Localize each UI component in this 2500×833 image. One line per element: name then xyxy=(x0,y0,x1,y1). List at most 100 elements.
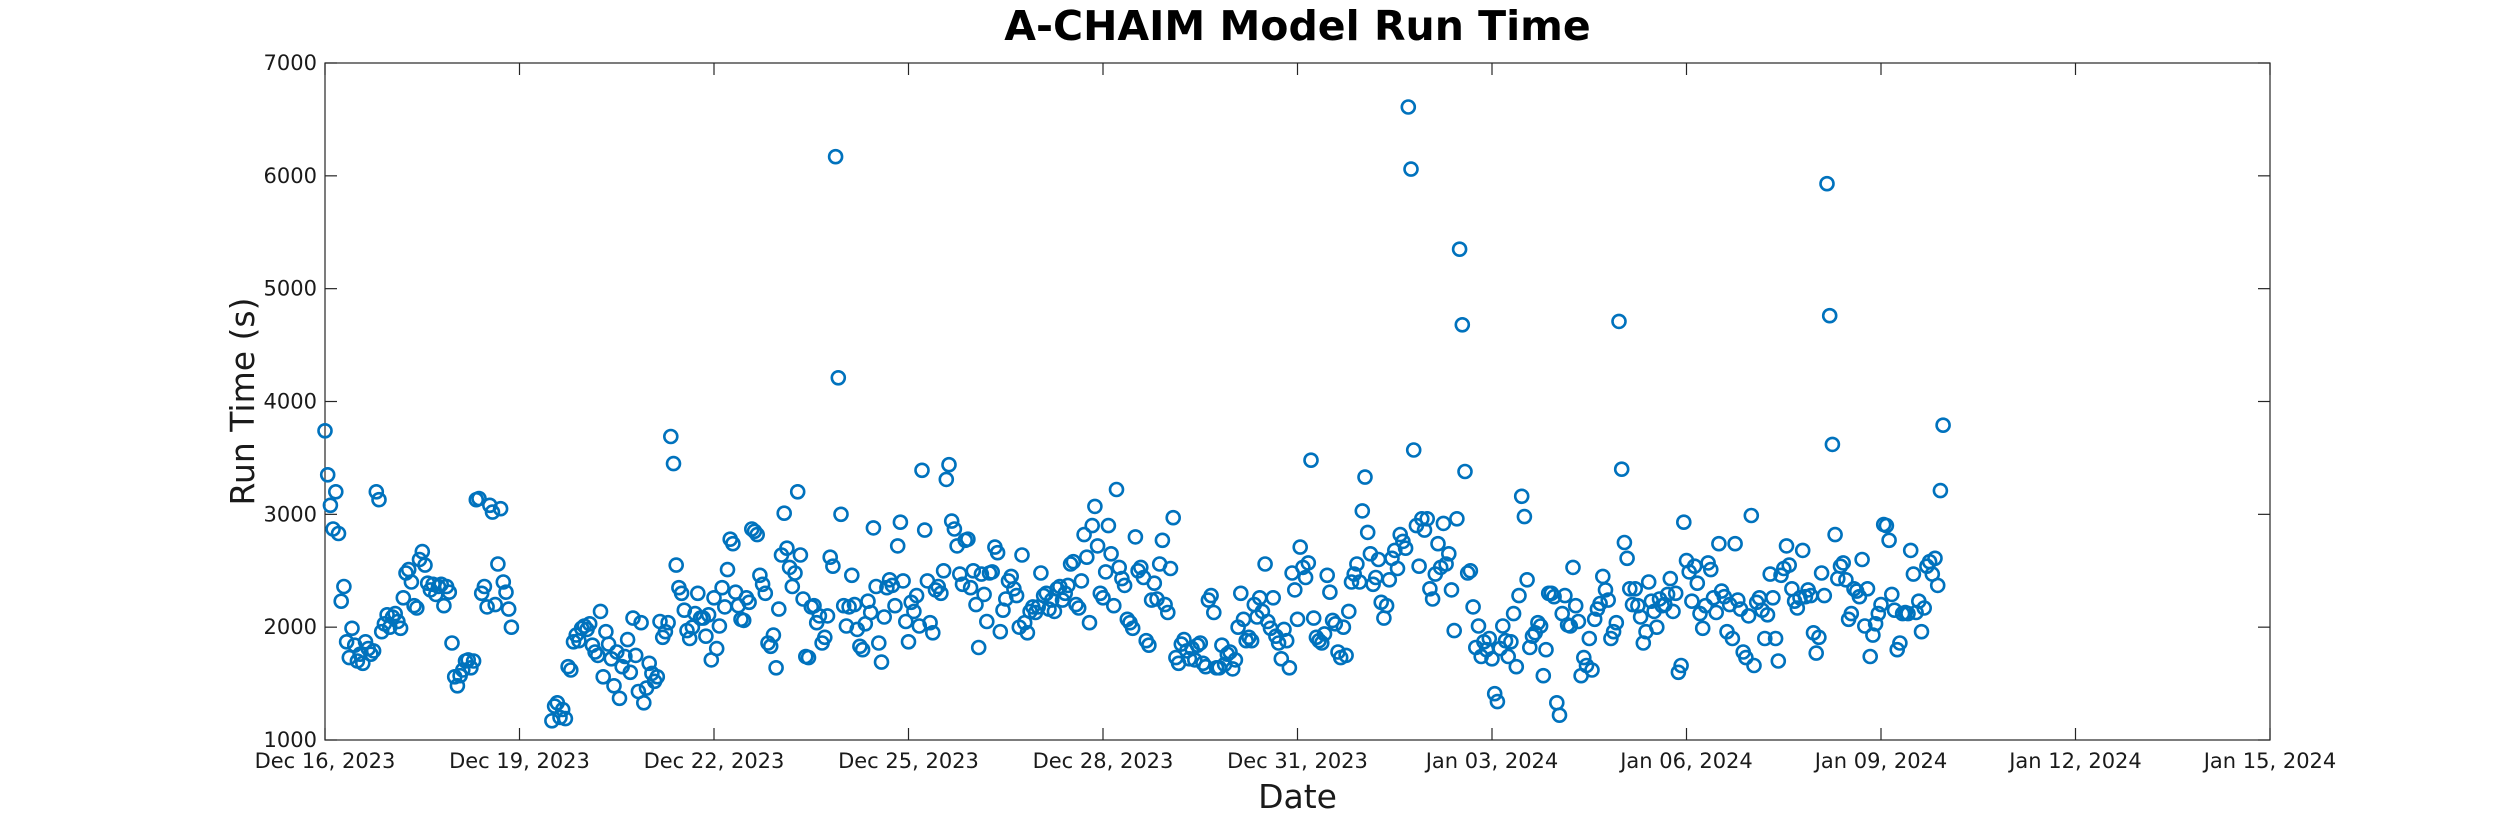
data-point xyxy=(811,608,828,624)
data-point xyxy=(1095,589,1111,606)
x-tick-label: Jan 15, 2024 xyxy=(2202,749,2337,773)
data-point xyxy=(1565,559,1581,576)
data-point xyxy=(1808,645,1824,661)
data-point xyxy=(1281,659,1298,676)
data-point xyxy=(970,639,987,656)
data-point xyxy=(787,565,803,581)
data-point xyxy=(1457,463,1473,480)
data-point xyxy=(935,562,952,579)
data-point xyxy=(1484,650,1500,667)
data-point xyxy=(1141,637,1157,654)
data-point xyxy=(363,646,379,663)
data-point xyxy=(1535,667,1552,684)
data-point xyxy=(1327,615,1344,632)
data-point xyxy=(770,601,787,617)
data-point xyxy=(1743,507,1760,524)
data-point xyxy=(1676,514,1692,531)
data-point xyxy=(1341,603,1357,620)
y-tick-label: 1000 xyxy=(264,728,317,752)
data-point xyxy=(1505,605,1522,622)
data-point xyxy=(1084,517,1100,534)
data-point xyxy=(1165,509,1181,526)
data-point xyxy=(1060,577,1076,594)
data-point xyxy=(1694,620,1711,637)
data-point xyxy=(1430,535,1446,552)
x-tick-label: Jan 06, 2024 xyxy=(1618,749,1753,773)
data-point xyxy=(1570,613,1587,630)
data-point xyxy=(1335,619,1352,636)
data-point xyxy=(1689,575,1706,592)
data-point xyxy=(317,422,333,439)
data-point xyxy=(1592,595,1608,612)
data-point xyxy=(833,506,849,523)
data-point xyxy=(1108,481,1125,498)
data-point xyxy=(916,522,933,538)
data-point xyxy=(327,483,344,500)
data-point xyxy=(1195,655,1211,672)
data-point xyxy=(1465,599,1481,615)
data-point xyxy=(1224,661,1241,677)
data-point xyxy=(1770,653,1787,669)
data-point xyxy=(465,653,482,669)
data-point xyxy=(1389,560,1406,577)
data-point xyxy=(746,523,763,540)
data-point xyxy=(1292,539,1308,555)
data-point xyxy=(1827,526,1843,543)
data-point xyxy=(562,662,579,678)
data-point xyxy=(1270,635,1287,651)
data-point xyxy=(698,628,714,645)
data-point xyxy=(1508,658,1525,675)
data-point xyxy=(1627,580,1643,597)
data-point xyxy=(387,605,404,622)
data-point xyxy=(322,497,339,514)
data-point xyxy=(484,504,501,520)
data-point xyxy=(852,638,868,655)
data-point xyxy=(1916,600,1932,616)
data-point xyxy=(441,584,458,601)
data-point xyxy=(933,585,949,602)
data-point xyxy=(1227,652,1244,668)
data-point xyxy=(946,521,963,537)
data-point xyxy=(1586,611,1603,628)
data-point xyxy=(595,668,612,685)
data-point xyxy=(1740,608,1757,624)
data-point xyxy=(1765,589,1781,606)
data-point xyxy=(1724,630,1741,647)
data-point xyxy=(992,623,1009,640)
data-point xyxy=(333,593,350,610)
data-point xyxy=(1562,618,1579,634)
data-point xyxy=(1516,508,1533,525)
data-point xyxy=(1441,545,1457,562)
data-point xyxy=(843,567,860,584)
data-point xyxy=(1600,592,1616,608)
data-point xyxy=(1035,587,1052,604)
data-point xyxy=(1316,626,1333,642)
data-point xyxy=(476,578,493,595)
data-point xyxy=(1068,596,1084,613)
data-point xyxy=(660,614,676,631)
data-point xyxy=(1546,588,1562,605)
data-point xyxy=(1481,630,1498,647)
data-point xyxy=(1297,569,1314,586)
data-point xyxy=(938,471,955,488)
data-point xyxy=(1746,657,1762,674)
data-point xyxy=(1454,316,1471,333)
data-point xyxy=(1905,566,1922,582)
data-point xyxy=(887,597,903,614)
data-point xyxy=(1708,604,1724,621)
data-point xyxy=(1613,461,1630,478)
data-point xyxy=(633,614,649,631)
data-point xyxy=(792,547,809,563)
data-point xyxy=(1551,707,1568,724)
data-point xyxy=(706,589,722,606)
data-point xyxy=(1697,597,1714,614)
data-point xyxy=(708,640,725,657)
data-point xyxy=(1189,637,1206,654)
data-point xyxy=(1684,593,1700,610)
y-tick-label: 3000 xyxy=(264,502,317,526)
data-point xyxy=(408,600,425,616)
data-point xyxy=(338,633,355,650)
data-point xyxy=(752,567,768,584)
data-point xyxy=(1319,567,1335,584)
